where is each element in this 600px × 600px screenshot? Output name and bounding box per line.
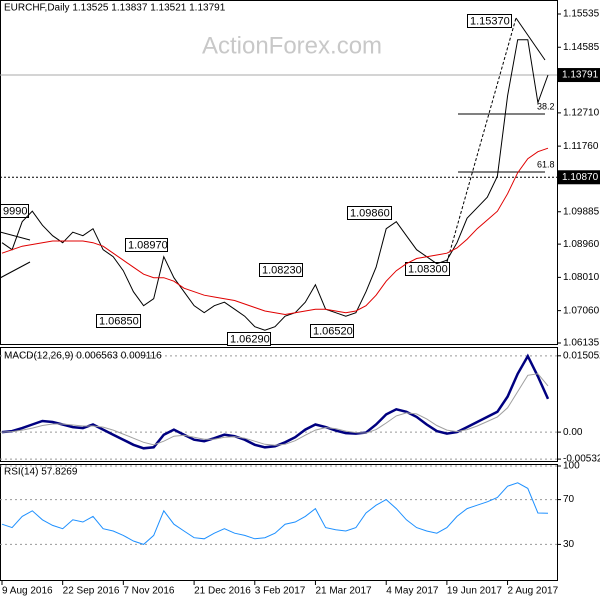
trend-line (0, 261, 31, 279)
rsi-frame (0, 464, 558, 581)
panel-title: EURCHF,Daily 1.13525 1.13837 1.13521 1.1… (4, 3, 226, 14)
y-tick-label: 1.12710 (563, 108, 600, 119)
current-price-label: 1.13791 (562, 70, 599, 81)
annotation-box (0, 204, 29, 218)
annotation-box (310, 324, 354, 338)
annotation: 1.08230 (262, 264, 302, 276)
panel-title: RSI(14) 57.8269 (4, 467, 78, 478)
y-tick-label: 100 (563, 461, 580, 472)
y-tick-label: 30 (563, 539, 575, 550)
panel-title: MACD(12,26,9) 0.006563 0.009116 (4, 351, 162, 362)
price-frame (0, 0, 558, 345)
macd-frame (0, 347, 558, 462)
y-tick-label: 0.00 (563, 427, 583, 438)
watermark: ActionForex.com (202, 32, 382, 59)
level-label: 1.10870 (562, 172, 599, 183)
annotation-box (125, 238, 168, 252)
annotation-box (227, 332, 271, 346)
y-tick-label: 1.15535 (563, 9, 600, 20)
y-tick-label: -0.005321 (563, 454, 600, 465)
annotation: 1.08300 (408, 263, 448, 275)
annotation-box (467, 14, 512, 28)
x-tick-label: 19 Jun 2017 (447, 586, 502, 597)
level-box (558, 170, 600, 185)
x-tick-label: 7 Nov 2016 (123, 586, 175, 597)
annotation-box (347, 206, 392, 220)
x-tick-label: 21 Dec 2016 (194, 586, 251, 597)
x-tick-label: 2 Aug 2017 (508, 586, 559, 597)
annotation: 1.08970 (128, 239, 168, 251)
y-tick-label: 1.08010 (563, 272, 600, 283)
trend-line (0, 231, 31, 241)
series-line (1, 147, 549, 316)
annotation-box (405, 262, 450, 276)
y-tick-label: 1.09885 (563, 206, 600, 217)
annotation: 1.06520 (313, 325, 353, 337)
x-tick-label: 9 Aug 2016 (2, 586, 53, 597)
trend-line (515, 17, 546, 61)
series-line (1, 39, 549, 331)
fib-trend (446, 17, 517, 263)
y-tick-label: 1.07060 (563, 305, 600, 316)
fib-label: 61.8 (537, 159, 555, 169)
y-tick-label: 1.08960 (563, 239, 600, 250)
annotation: 1.15370 (470, 15, 510, 27)
x-tick-label: 21 Mar 2017 (315, 586, 372, 597)
annotation-box (259, 263, 303, 277)
annotation: 9990 (3, 205, 27, 217)
y-tick-label: 70 (563, 494, 575, 505)
annotation: 1.09860 (350, 207, 390, 219)
y-tick-label: 1.11760 (563, 141, 599, 152)
annotation: 1.06290 (230, 333, 270, 345)
x-tick-label: 22 Sep 2016 (63, 586, 120, 597)
x-tick-label: 3 Feb 2017 (255, 586, 306, 597)
current-price-box (558, 68, 600, 83)
fib-label: 38.2 (537, 101, 555, 111)
y-tick-label: 1.06135 (563, 338, 600, 349)
x-tick-label: 4 May 2017 (386, 586, 439, 597)
annotation: 1.06850 (99, 315, 139, 327)
series-line (1, 373, 549, 446)
y-tick-label: 0.015052 (563, 350, 600, 361)
series-line (1, 482, 549, 545)
annotation-box (96, 314, 141, 328)
y-tick-label: 1.14585 (563, 42, 600, 53)
